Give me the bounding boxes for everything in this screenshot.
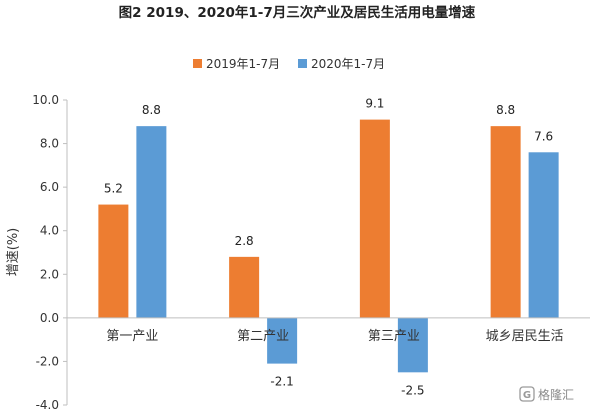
data-labels: 5.2 8.8 2.8 -2.1 9.1 -2.5 8.8 7.6: [104, 97, 553, 398]
data-label: -2.1: [270, 375, 293, 389]
y-tick-label: 8.0: [40, 137, 59, 151]
legend-swatch-2019: [193, 59, 202, 68]
category-label: 第二产业: [237, 329, 289, 344]
category-label: 第三产业: [368, 329, 420, 344]
logo-g-icon: [519, 386, 535, 402]
y-tick-label: 6.0: [40, 180, 59, 194]
data-label: 9.1: [365, 97, 384, 111]
data-label: -2.5: [401, 383, 424, 397]
y-axis-label: 增速(%): [6, 228, 21, 277]
data-label: 5.2: [104, 182, 123, 196]
category-label: 第一产业: [106, 329, 158, 344]
bar-2019-3: [359, 119, 390, 318]
logo-g-letter: G: [523, 390, 531, 401]
y-tick-label: -2.0: [36, 354, 59, 368]
legend-label-2020: 2020年1-7月: [311, 57, 385, 71]
category-label: 城乡居民生活: [486, 329, 564, 344]
data-label: 8.8: [142, 103, 161, 117]
legend: 2019年1-7月 2020年1-7月: [193, 57, 385, 71]
bar-2020-1: [136, 126, 167, 318]
bar-2020-2: [267, 317, 298, 364]
data-label: 7.6: [534, 129, 553, 143]
y-tick-label: 2.0: [40, 267, 59, 281]
bar-2020-4: [528, 152, 559, 318]
y-tick-label: 10.0: [32, 93, 59, 107]
y-tick-label: 0.0: [40, 311, 59, 325]
bars: [98, 119, 559, 373]
legend-label-2019: 2019年1-7月: [206, 57, 280, 71]
bar-2019-1: [98, 204, 129, 318]
watermark: G 格隆汇: [519, 386, 574, 402]
watermark-text: 格隆汇: [538, 387, 574, 402]
chart-title: 图2 2019、2020年1-7月三次产业及居民生活用电量增速: [119, 4, 476, 21]
bar-2019-2: [229, 256, 260, 318]
category-labels: 第一产业 第二产业 第三产业 城乡居民生活: [106, 329, 563, 344]
y-tick-label: -4.0: [36, 398, 59, 412]
y-tick-label: 4.0: [40, 224, 59, 238]
bar-2019-4: [490, 126, 521, 318]
y-ticks: 10.0 8.0 6.0 4.0 2.0 0.0 -2.0 -4.0: [32, 93, 67, 412]
legend-swatch-2020: [298, 59, 307, 68]
data-label: 2.8: [235, 234, 254, 248]
data-label: 8.8: [496, 103, 515, 117]
bar-2020-3: [397, 317, 428, 373]
